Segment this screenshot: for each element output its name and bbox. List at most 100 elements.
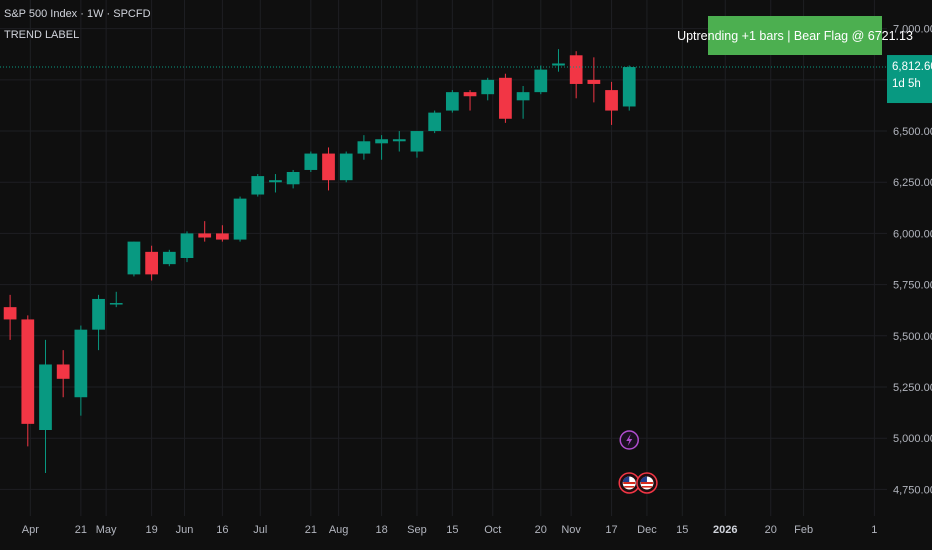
time-tick-label: 15 [446,524,458,536]
candle-body [357,141,371,154]
candle-down[interactable] [322,147,335,191]
time-tick-label: 15 [676,524,688,536]
trend-label-text: Uptrending +1 bars | Bear Flag @ 6721.13 [677,29,913,43]
candle-up[interactable] [162,249,176,267]
time-tick-label: Jun [176,524,194,536]
candle-body [92,298,105,330]
candle-body [233,198,247,240]
time-tick-label: 2026 [713,524,737,536]
candles[interactable] [3,49,636,473]
candle-up[interactable] [109,291,123,308]
time-tick-label: 17 [605,524,617,536]
candle-body [587,79,601,84]
candle-body [21,319,35,424]
candle-up[interactable] [233,196,247,242]
candle-up[interactable] [516,86,530,119]
candle-down[interactable] [605,81,618,125]
candle-body [622,67,636,107]
candle-up[interactable] [534,65,548,95]
us-flag-canton [622,476,630,482]
bar-countdown: 1d 5h [892,78,921,90]
candle-up[interactable] [481,77,495,101]
candle-body [339,153,353,181]
candle-body [56,364,70,379]
candle-body [216,233,229,240]
candle-body [269,180,282,183]
candle-body [499,77,512,119]
price-tick-label: 5,250.00 [893,382,932,394]
candle-up[interactable] [357,135,371,160]
candle-up[interactable] [552,49,565,72]
candle-up[interactable] [375,135,388,160]
candle-up[interactable] [622,65,636,111]
price-tick-label: 5,000.00 [893,433,932,445]
time-tick-label: Aug [329,524,349,536]
us-flag-icon[interactable] [618,472,640,494]
time-tick-label: May [96,524,117,536]
candle-down[interactable] [463,90,477,111]
candle-body [322,153,335,181]
trend-label: Uptrending +1 bars | Bear Flag @ 6721.13 [677,16,913,55]
candle-up[interactable] [251,174,265,197]
candle-body [127,241,141,275]
time-tick-label: Sep [407,524,427,536]
event-markers[interactable] [618,430,658,494]
candle-down[interactable] [216,225,229,242]
candle-body [605,90,618,111]
candle-up[interactable] [392,131,406,152]
chart-title: S&P 500 Index · 1W · SPCFD [4,8,151,20]
price-tick-label: 6,250.00 [893,177,932,189]
candle-up[interactable] [92,294,105,351]
candle-up[interactable] [304,151,318,172]
candle-down[interactable] [3,294,17,340]
time-tick-label: 20 [765,524,777,536]
candle-up[interactable] [74,325,88,416]
price-axis[interactable]: 7,000.00 6,500.00 6,250.00 6,000.00 5,750.00… [893,24,932,497]
candle-body [463,92,477,97]
lightning-bolt [626,434,633,446]
candle-up[interactable] [445,90,459,113]
time-tick-label: 21 [75,524,87,536]
trend-label-box [708,16,882,55]
candle-body [534,69,548,93]
candle-down[interactable] [499,73,512,123]
candle-body [569,55,583,84]
candle-down[interactable] [569,51,583,99]
candle-up[interactable] [39,339,52,473]
candle-body [552,63,565,66]
candle-up[interactable] [428,110,442,134]
candle-body [3,307,17,320]
time-tick-label: 1 [871,524,877,536]
candle-body [74,329,88,398]
time-tick-label: Nov [561,524,581,536]
time-tick-label: 19 [145,524,157,536]
candle-up[interactable] [286,169,300,189]
candle-down[interactable] [21,315,35,447]
candle-down[interactable] [198,221,212,242]
candle-up[interactable] [410,131,424,158]
candle-body [392,139,406,142]
indicator-name[interactable]: TREND LABEL [4,29,79,41]
time-axis[interactable]: Apr 21 May 19 Jun 16 Jul 21 Aug 18 Sep 15 Oct 20 Nov 17… [22,524,878,536]
last-price-badge-box [887,55,932,104]
time-tick-label: Jul [253,524,267,536]
candle-up[interactable] [127,241,141,277]
candle-body [516,92,530,101]
candle-body [162,251,176,265]
price-tick-label: 5,500.00 [893,331,932,343]
candle-down[interactable] [587,57,601,103]
candle-up[interactable] [269,174,282,193]
time-tick-label: Oct [484,524,501,536]
us-flag-stripe [641,486,652,488]
lightning-icon[interactable] [619,430,639,450]
candle-down[interactable] [56,350,70,398]
price-tick-label: 6,000.00 [893,228,932,240]
candle-up[interactable] [339,151,353,183]
us-flag-icon[interactable] [636,472,658,494]
candle-down[interactable] [145,245,158,281]
us-flag-canton [640,476,647,482]
candle-up[interactable] [180,231,194,263]
candle-body [304,153,318,170]
